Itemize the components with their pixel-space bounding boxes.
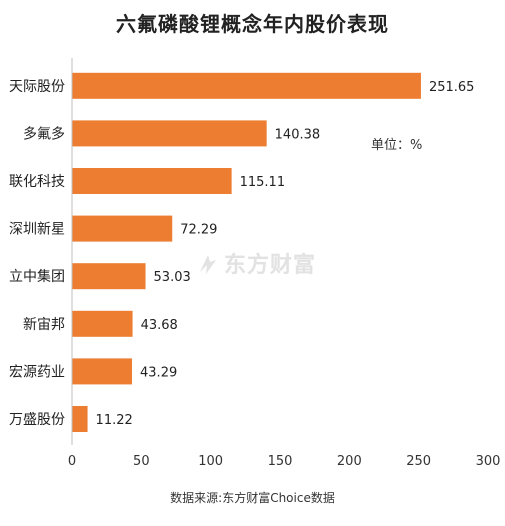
x-tick-label: 250: [406, 454, 431, 469]
bar: [72, 263, 146, 290]
value-label: 251.65: [429, 80, 475, 95]
watermark: 东方财富: [196, 247, 316, 279]
x-tick-label: 150: [268, 454, 293, 469]
value-label: 115.11: [240, 175, 286, 190]
category-label: 万盛股份: [9, 412, 65, 428]
bar: [72, 310, 133, 337]
category-label: 立中集团: [9, 268, 65, 285]
x-tick-label: 200: [337, 454, 362, 469]
value-label: 53.03: [154, 270, 191, 285]
category-label: 宏源药业: [9, 364, 65, 380]
value-label: 43.68: [141, 318, 178, 333]
value-label: 72.29: [180, 223, 217, 238]
value-label: 140.38: [275, 127, 321, 142]
bar: [72, 215, 173, 242]
x-tick-label: 100: [198, 454, 223, 469]
value-label: 43.29: [140, 365, 177, 380]
watermark-logo-icon: [200, 255, 216, 274]
category-label: 新宙邦: [23, 317, 65, 333]
bar: [72, 72, 421, 99]
category-label: 深圳新星: [9, 222, 65, 238]
category-label: 联化科技: [9, 174, 65, 190]
value-label: 11.22: [96, 413, 133, 428]
x-tick-label: 50: [133, 454, 150, 469]
category-label: 多氟多: [23, 125, 65, 142]
bar: [72, 168, 232, 194]
watermark-text: 东方财富: [224, 253, 317, 278]
bar: [72, 120, 267, 147]
category-label: 天际股份: [9, 79, 65, 95]
x-tick-label: 300: [476, 454, 501, 469]
chart-title: 六氟磷酸锂概念年内股价表现: [116, 12, 389, 36]
bar: [72, 358, 133, 385]
unit-note: 单位：%: [371, 138, 423, 153]
bar: [72, 406, 88, 432]
source-note: 数据来源:东方财富Choice数据: [170, 491, 335, 505]
x-tick-label: 0: [68, 454, 76, 469]
